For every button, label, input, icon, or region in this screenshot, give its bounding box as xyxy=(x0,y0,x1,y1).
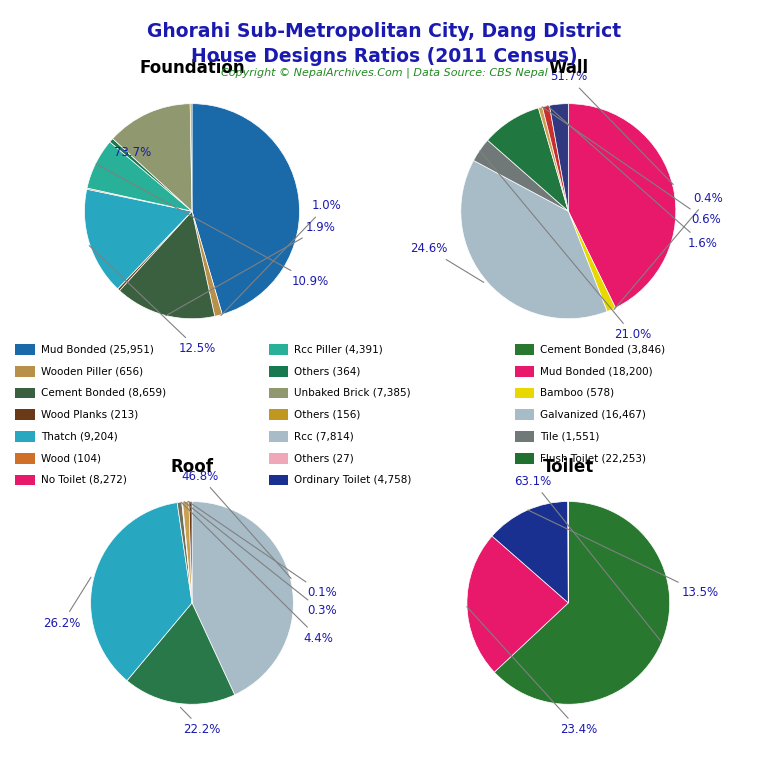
Wedge shape xyxy=(192,211,222,316)
Text: 0.6%: 0.6% xyxy=(542,107,721,227)
Text: Cement Bonded (8,659): Cement Bonded (8,659) xyxy=(41,388,166,398)
Wedge shape xyxy=(183,502,192,603)
Wedge shape xyxy=(120,211,215,319)
Wedge shape xyxy=(549,104,568,211)
Text: Others (27): Others (27) xyxy=(294,453,354,463)
Text: Tile (1,551): Tile (1,551) xyxy=(540,432,599,442)
Wedge shape xyxy=(87,142,192,211)
Title: Wall: Wall xyxy=(548,58,588,77)
Wedge shape xyxy=(538,107,568,211)
Text: Others (156): Others (156) xyxy=(294,409,360,420)
Text: Mud Bonded (25,951): Mud Bonded (25,951) xyxy=(41,344,154,355)
Text: Galvanized (16,467): Galvanized (16,467) xyxy=(540,409,646,420)
Text: Unbaked Brick (7,385): Unbaked Brick (7,385) xyxy=(294,388,411,398)
Text: Mud Bonded (18,200): Mud Bonded (18,200) xyxy=(540,366,653,376)
Text: 0.1%: 0.1% xyxy=(188,502,336,599)
Text: 23.4%: 23.4% xyxy=(467,607,597,736)
Text: 26.2%: 26.2% xyxy=(44,578,91,630)
Wedge shape xyxy=(110,139,192,211)
Wedge shape xyxy=(461,161,607,319)
Wedge shape xyxy=(192,104,300,314)
Wedge shape xyxy=(568,211,615,312)
Wedge shape xyxy=(113,104,192,211)
Title: Toilet: Toilet xyxy=(543,458,594,476)
Text: Wood Planks (213): Wood Planks (213) xyxy=(41,409,138,420)
Text: 46.8%: 46.8% xyxy=(181,470,291,578)
Wedge shape xyxy=(192,502,293,695)
Text: 1.6%: 1.6% xyxy=(548,106,717,250)
Text: 63.1%: 63.1% xyxy=(515,475,661,642)
Text: Copyright © NepalArchives.Com | Data Source: CBS Nepal: Copyright © NepalArchives.Com | Data Sou… xyxy=(220,68,548,78)
Text: 1.9%: 1.9% xyxy=(166,221,336,316)
Wedge shape xyxy=(467,536,568,672)
Wedge shape xyxy=(182,502,192,603)
Wedge shape xyxy=(190,104,192,211)
Text: No Toilet (8,272): No Toilet (8,272) xyxy=(41,475,127,485)
Text: 1.0%: 1.0% xyxy=(221,200,341,316)
Text: 13.5%: 13.5% xyxy=(528,510,719,599)
Wedge shape xyxy=(495,502,670,704)
Wedge shape xyxy=(474,141,568,211)
Title: Foundation: Foundation xyxy=(139,58,245,77)
Wedge shape xyxy=(127,603,235,704)
Wedge shape xyxy=(542,105,568,211)
Text: 21.0%: 21.0% xyxy=(480,151,651,341)
Text: 73.7%: 73.7% xyxy=(114,146,151,158)
Text: 10.9%: 10.9% xyxy=(96,164,329,287)
Text: 51.7%: 51.7% xyxy=(550,71,674,184)
Wedge shape xyxy=(492,502,568,603)
Wedge shape xyxy=(177,502,192,603)
Text: Rcc Piller (4,391): Rcc Piller (4,391) xyxy=(294,344,383,355)
Wedge shape xyxy=(568,104,676,308)
Text: 0.3%: 0.3% xyxy=(184,502,336,617)
Title: Roof: Roof xyxy=(170,458,214,476)
Text: Rcc (7,814): Rcc (7,814) xyxy=(294,432,354,442)
Wedge shape xyxy=(189,502,192,603)
Text: Cement Bonded (3,846): Cement Bonded (3,846) xyxy=(540,344,665,355)
Text: Thatch (9,204): Thatch (9,204) xyxy=(41,432,118,442)
Wedge shape xyxy=(118,211,192,290)
Text: Wooden Piller (656): Wooden Piller (656) xyxy=(41,366,143,376)
Wedge shape xyxy=(91,502,192,680)
Text: 0.4%: 0.4% xyxy=(614,192,723,310)
Text: Ghorahi Sub-Metropolitan City, Dang District
House Designs Ratios (2011 Census): Ghorahi Sub-Metropolitan City, Dang Dist… xyxy=(147,22,621,65)
Wedge shape xyxy=(87,188,192,211)
Text: Ordinary Toilet (4,758): Ordinary Toilet (4,758) xyxy=(294,475,412,485)
Text: 4.4%: 4.4% xyxy=(181,502,333,645)
Text: Wood (104): Wood (104) xyxy=(41,453,101,463)
Text: Bamboo (578): Bamboo (578) xyxy=(540,388,614,398)
Text: 22.2%: 22.2% xyxy=(180,707,221,736)
Text: Others (364): Others (364) xyxy=(294,366,360,376)
Text: 12.5%: 12.5% xyxy=(89,246,216,356)
Wedge shape xyxy=(84,189,192,289)
Wedge shape xyxy=(488,108,568,211)
Text: Flush Toilet (22,253): Flush Toilet (22,253) xyxy=(540,453,646,463)
Text: 24.6%: 24.6% xyxy=(410,243,484,283)
